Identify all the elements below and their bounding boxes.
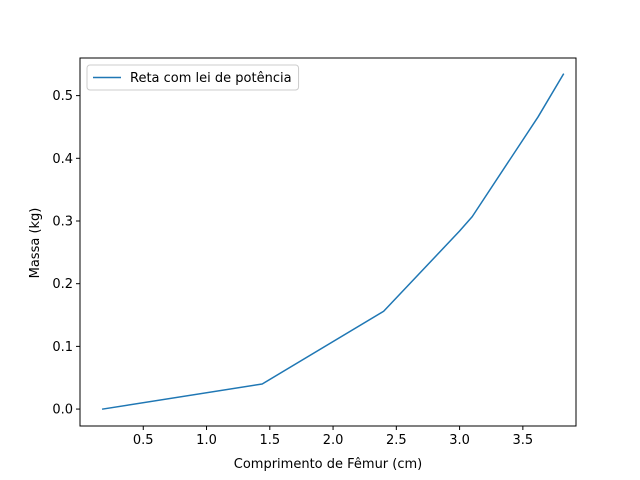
x-axis-ticks: 0.5 1.0 1.5 2.0 2.5 3.0 3.5: [133, 426, 533, 448]
x-tick-label: 3.5: [513, 433, 534, 448]
x-tick-label: 2.0: [323, 433, 344, 448]
x-tick-label: 2.5: [386, 433, 407, 448]
x-tick-label: 1.5: [259, 433, 280, 448]
legend-box: [86, 64, 300, 91]
y-tick-label: 0.3: [52, 214, 73, 229]
series-layer: [101, 73, 565, 410]
y-tick-label: 0.0: [52, 403, 73, 418]
x-tick-label: 0.5: [133, 433, 154, 448]
y-tick-label: 0.4: [52, 152, 73, 167]
y-axis-ticks: 0.0 0.1 0.2 0.3 0.4 0.5: [52, 89, 80, 418]
y-axis-label: Massa (kg): [28, 208, 43, 279]
y-tick-label: 0.1: [52, 340, 73, 355]
x-tick-label: 1.0: [196, 433, 217, 448]
legend-label: Reta com lei de potência: [130, 71, 292, 86]
x-axis-label: Comprimento de Fêmur (cm): [234, 457, 422, 472]
series-line-0: [101, 73, 565, 410]
legend: Reta com lei de potência: [86, 64, 300, 91]
y-tick-label: 0.2: [52, 277, 73, 292]
x-tick-label: 3.0: [449, 433, 470, 448]
y-tick-label: 0.5: [52, 89, 73, 104]
plot-frame: [79, 57, 577, 427]
